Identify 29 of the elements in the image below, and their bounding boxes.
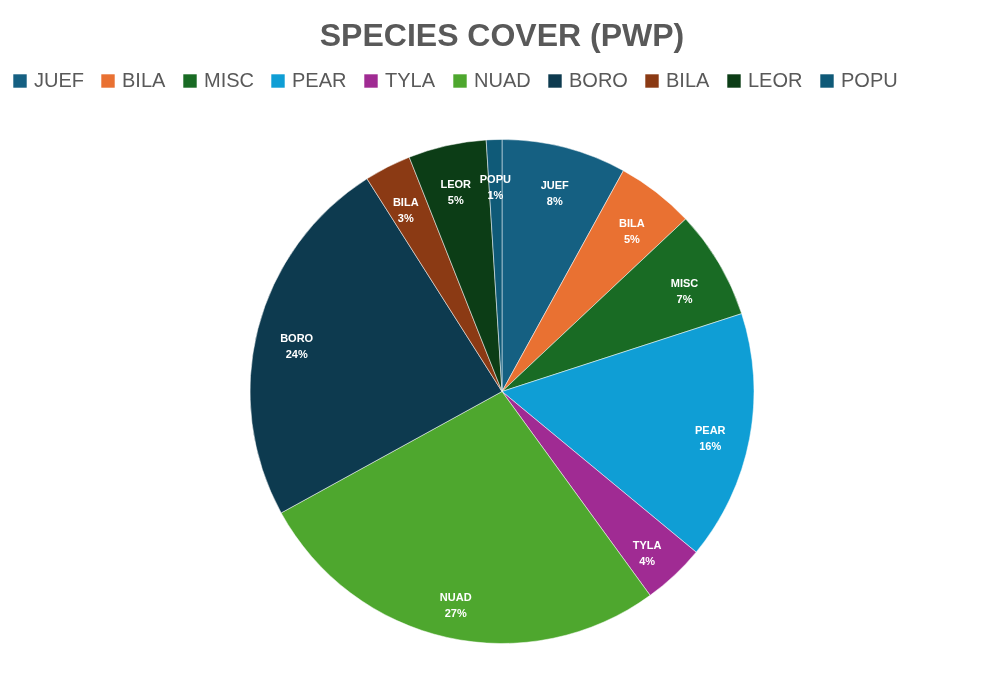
chart-title: SPECIES COVER (PWP) bbox=[319, 17, 685, 53]
slice-label: TYLA bbox=[632, 539, 662, 552]
slice-label: BORO bbox=[280, 331, 314, 344]
slice-label: LEOR bbox=[440, 177, 472, 190]
legend-label: MISC bbox=[204, 69, 254, 91]
slice-label: BILA bbox=[392, 195, 419, 208]
data-label: 8% bbox=[546, 195, 563, 208]
legend-label: BILA bbox=[666, 69, 711, 91]
slice-label: PEAR bbox=[694, 424, 726, 437]
data-label: 5% bbox=[623, 232, 641, 245]
slice-label: MISC bbox=[670, 276, 699, 289]
slice-label: JUEF bbox=[540, 179, 570, 192]
legend-label: TYLA bbox=[385, 69, 436, 91]
legend-label: POPU bbox=[841, 69, 898, 91]
legend-label: LEOR bbox=[748, 69, 803, 91]
legend-label: PEAR bbox=[292, 69, 347, 91]
data-label: 7% bbox=[676, 292, 693, 305]
legend-label: BILA bbox=[122, 69, 167, 91]
data-label: 27% bbox=[444, 607, 467, 620]
legend-label: JUEF bbox=[34, 69, 84, 91]
data-label: 4% bbox=[639, 555, 656, 568]
slice-label: BILA bbox=[619, 216, 645, 229]
legend-label: NUAD bbox=[474, 69, 531, 91]
legend-label: BORO bbox=[569, 69, 628, 91]
data-label: 24% bbox=[285, 347, 308, 360]
slice-label: NUAD bbox=[439, 591, 472, 604]
data-label: 5% bbox=[447, 193, 464, 206]
data-label: 3% bbox=[397, 211, 414, 224]
data-label: 16% bbox=[699, 440, 722, 453]
